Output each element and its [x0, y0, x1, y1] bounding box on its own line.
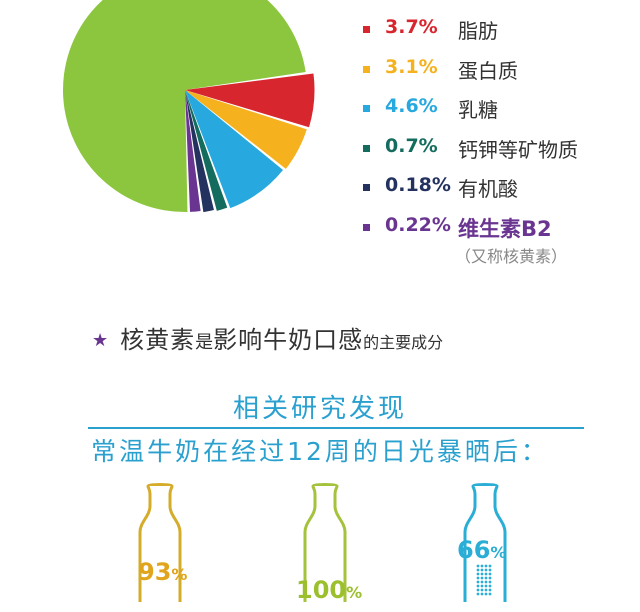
legend-value: 3.7% [385, 16, 438, 38]
bottle-percentage: 66% [457, 536, 506, 564]
legend-value: 0.7% [385, 134, 438, 157]
grid-dot [484, 584, 488, 588]
grid-dot [476, 576, 480, 580]
percentage-sign: % [171, 565, 188, 584]
pie-slice-钙钾等矿物质 [185, 90, 228, 211]
legend-swatch [363, 26, 370, 33]
grid-dot [484, 568, 488, 572]
legend-note: （又称核黄素） [455, 247, 568, 266]
grid-dot [480, 588, 484, 592]
grid-dot [488, 580, 492, 584]
percentage-number: 66 [457, 536, 491, 564]
legend-value: 0.18% [385, 174, 451, 196]
percentage-number: 100 [296, 576, 347, 604]
statement-riboflavin: 核黄素 [120, 326, 196, 354]
legend-label: 乳糖 [458, 98, 498, 122]
bottle-icon [303, 483, 347, 602]
grid-dot [488, 592, 492, 596]
pie-slice-乳糖 [185, 90, 284, 209]
research-heading: 相关研究发现 [232, 394, 407, 424]
percentage-sign: % [346, 583, 363, 602]
statement-is: 是 [195, 332, 214, 353]
grid-dot [488, 584, 492, 588]
legend-swatch [363, 223, 370, 231]
grid-dot [480, 580, 484, 584]
sunlight-heading: 常温牛奶在经过12周的日光暴晒后： [91, 437, 549, 466]
pie-slice-脂肪 [185, 73, 315, 128]
grid-dot [480, 584, 484, 588]
grid-dot [480, 592, 484, 596]
legend-label: 脂肪 [458, 19, 498, 43]
percentage-number: 93 [138, 558, 172, 586]
grid-dot [476, 592, 480, 596]
dot-grid [476, 564, 492, 596]
grid-dot [476, 564, 480, 568]
grid-dot [480, 572, 484, 576]
grid-dot [484, 576, 488, 580]
legend-value: 0.22% [385, 213, 451, 236]
grid-dot [480, 576, 484, 580]
grid-dot [484, 564, 488, 568]
legend-swatch [363, 144, 370, 152]
grid-dot [476, 568, 480, 572]
grid-dot [488, 588, 492, 592]
bottle-icon [138, 483, 182, 602]
legend-label: 有机酸 [458, 177, 518, 201]
legend-swatch [363, 65, 370, 73]
grid-dot [476, 572, 480, 576]
star-icon: ★ [92, 330, 109, 351]
grid-dot [480, 568, 484, 572]
grid-dot [484, 572, 488, 576]
bottle-percentage: 93% [138, 558, 187, 586]
riboflavin-statement: ★ 核黄素是影响牛奶口感的主要成分 [92, 320, 443, 355]
grid-dot [488, 568, 492, 572]
heading-divider [88, 427, 584, 429]
legend-swatch [363, 184, 370, 191]
pie-slice-有机酸 [185, 90, 214, 213]
legend-label: 蛋白质 [458, 58, 518, 83]
legend-label: 维生素B2 [458, 216, 552, 241]
grid-dot [484, 588, 488, 592]
grid-dot [488, 572, 492, 576]
statement-main-component: 的主要成分 [363, 333, 444, 352]
pie-chart [63, 0, 315, 213]
percentage-sign: % [490, 543, 507, 562]
grid-dot [488, 576, 492, 580]
statement-taste: 影响牛奶口感 [213, 326, 364, 354]
pie-slice-main [63, 0, 306, 212]
legend-swatch [363, 105, 370, 112]
legend-value: 4.6% [385, 95, 438, 117]
pie-slice-蛋白质 [185, 90, 307, 169]
grid-dot [476, 580, 480, 584]
bottle-percentage: 100% [296, 576, 362, 604]
grid-dot [484, 592, 488, 596]
grid-dot [488, 564, 492, 568]
legend-label: 钙钾等矿物质 [458, 137, 578, 162]
bottle-icon [463, 483, 507, 602]
legend-value: 3.1% [385, 55, 438, 78]
grid-dot [476, 584, 480, 588]
grid-dot [480, 564, 484, 568]
grid-dot [484, 580, 488, 584]
grid-dot [476, 588, 480, 592]
pie-slice-维生素B2 [185, 90, 201, 212]
